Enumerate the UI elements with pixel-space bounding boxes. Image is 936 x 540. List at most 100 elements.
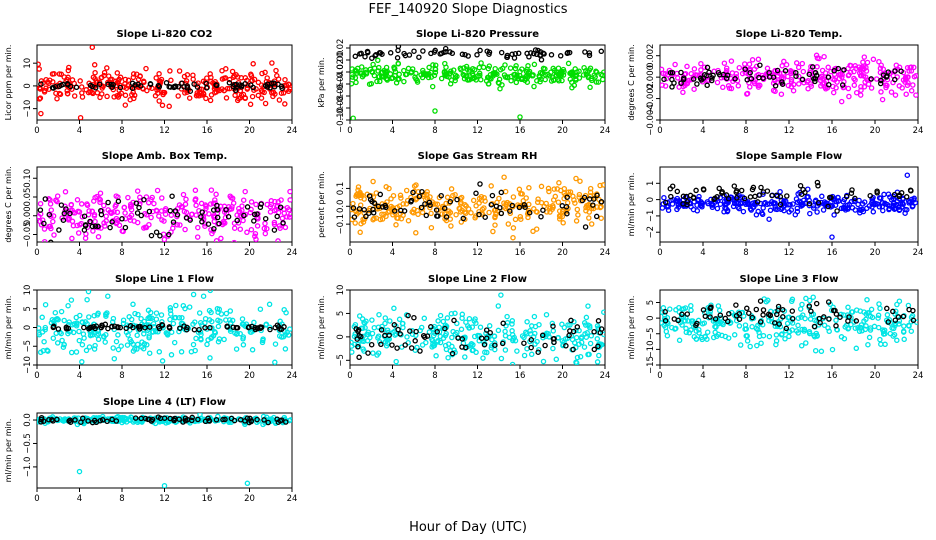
data-point bbox=[101, 69, 108, 76]
data-point bbox=[494, 71, 500, 77]
x-tick-label: 8 bbox=[432, 371, 437, 381]
reference-point bbox=[411, 314, 417, 321]
reference-point bbox=[225, 213, 232, 220]
reference-point bbox=[397, 331, 403, 337]
data-point bbox=[471, 66, 478, 73]
data-point bbox=[132, 310, 138, 317]
data-point bbox=[375, 68, 381, 74]
data-point bbox=[525, 214, 531, 221]
data-point bbox=[219, 76, 226, 82]
data-point bbox=[673, 307, 679, 313]
reference-point bbox=[538, 57, 545, 63]
data-point bbox=[744, 90, 751, 97]
data-point bbox=[249, 93, 256, 100]
reference-point bbox=[814, 179, 821, 186]
reference-point bbox=[136, 326, 143, 332]
data-point bbox=[454, 320, 460, 327]
y-tick-label: −2 bbox=[646, 226, 656, 239]
y-tick-label: −0.05 bbox=[23, 221, 33, 247]
data-point bbox=[593, 69, 600, 75]
data-point bbox=[857, 92, 864, 98]
reference-point bbox=[181, 323, 187, 329]
data-point bbox=[596, 352, 602, 359]
y-axis-label: degrees C per min. bbox=[4, 166, 13, 242]
data-point bbox=[42, 301, 49, 308]
x-tick-label: 12 bbox=[784, 371, 795, 381]
data-point bbox=[104, 93, 110, 100]
data-point bbox=[384, 68, 390, 75]
data-point bbox=[244, 85, 251, 91]
data-point bbox=[147, 309, 154, 316]
data-point bbox=[193, 202, 199, 209]
data-point bbox=[68, 349, 75, 356]
data-point bbox=[87, 89, 93, 95]
data-point bbox=[840, 199, 847, 205]
data-point bbox=[79, 341, 86, 348]
reference-point bbox=[92, 85, 99, 91]
data-point bbox=[532, 330, 538, 337]
data-point bbox=[134, 419, 141, 426]
data-point bbox=[462, 354, 468, 360]
data-point bbox=[153, 207, 160, 214]
data-point bbox=[213, 191, 219, 198]
reference-point bbox=[362, 53, 368, 60]
reference-point bbox=[849, 187, 855, 193]
reference-point bbox=[194, 84, 201, 90]
data-point bbox=[176, 68, 183, 74]
reference-point bbox=[257, 204, 264, 211]
reference-point bbox=[181, 84, 187, 90]
reference-point bbox=[757, 62, 763, 68]
reference-point bbox=[684, 311, 691, 317]
data-point bbox=[772, 204, 778, 210]
data-points bbox=[37, 290, 292, 365]
data-point bbox=[231, 225, 238, 231]
reference-point bbox=[134, 210, 141, 216]
data-point bbox=[134, 341, 141, 348]
data-point bbox=[134, 332, 140, 339]
data-point bbox=[578, 335, 585, 342]
reference-point bbox=[477, 47, 483, 54]
data-point bbox=[280, 90, 287, 96]
reference-point bbox=[797, 182, 804, 189]
data-point bbox=[796, 73, 802, 80]
data-point bbox=[182, 90, 188, 96]
data-point bbox=[103, 331, 109, 338]
outlier-point bbox=[350, 115, 356, 120]
reference-point bbox=[199, 219, 205, 225]
y-tick-label: −1 bbox=[646, 210, 656, 223]
data-point bbox=[115, 332, 121, 338]
reference-point bbox=[732, 76, 738, 82]
data-point bbox=[249, 347, 256, 353]
reference-point bbox=[119, 216, 125, 222]
data-point bbox=[801, 326, 808, 333]
data-point bbox=[717, 319, 724, 326]
data-point bbox=[582, 331, 588, 337]
reference-point bbox=[559, 203, 566, 209]
reference-point bbox=[198, 214, 204, 220]
data-point bbox=[457, 209, 464, 215]
reference-point bbox=[551, 335, 557, 342]
reference-point bbox=[271, 83, 278, 90]
data-point bbox=[505, 221, 512, 227]
data-point bbox=[767, 207, 774, 214]
data-point bbox=[111, 94, 117, 100]
data-point bbox=[98, 74, 105, 81]
reference-point bbox=[78, 419, 84, 425]
data-point bbox=[388, 196, 394, 202]
data-point bbox=[91, 213, 98, 219]
reference-point bbox=[704, 82, 710, 89]
data-point bbox=[764, 201, 771, 208]
reference-point bbox=[105, 81, 111, 88]
x-tick-label: 0 bbox=[657, 371, 662, 381]
outlier-point bbox=[77, 114, 84, 120]
data-point bbox=[195, 224, 201, 231]
data-point bbox=[400, 324, 406, 331]
reference-point bbox=[438, 50, 445, 57]
reference-point bbox=[216, 220, 222, 227]
y-tick-label: 5 bbox=[646, 300, 656, 305]
y-tick-label: 0.0 bbox=[23, 413, 33, 427]
data-point bbox=[758, 340, 764, 346]
data-point bbox=[65, 67, 72, 74]
panel-title: Slope Li-820 Temp. bbox=[736, 29, 843, 40]
reference-point bbox=[265, 419, 271, 426]
